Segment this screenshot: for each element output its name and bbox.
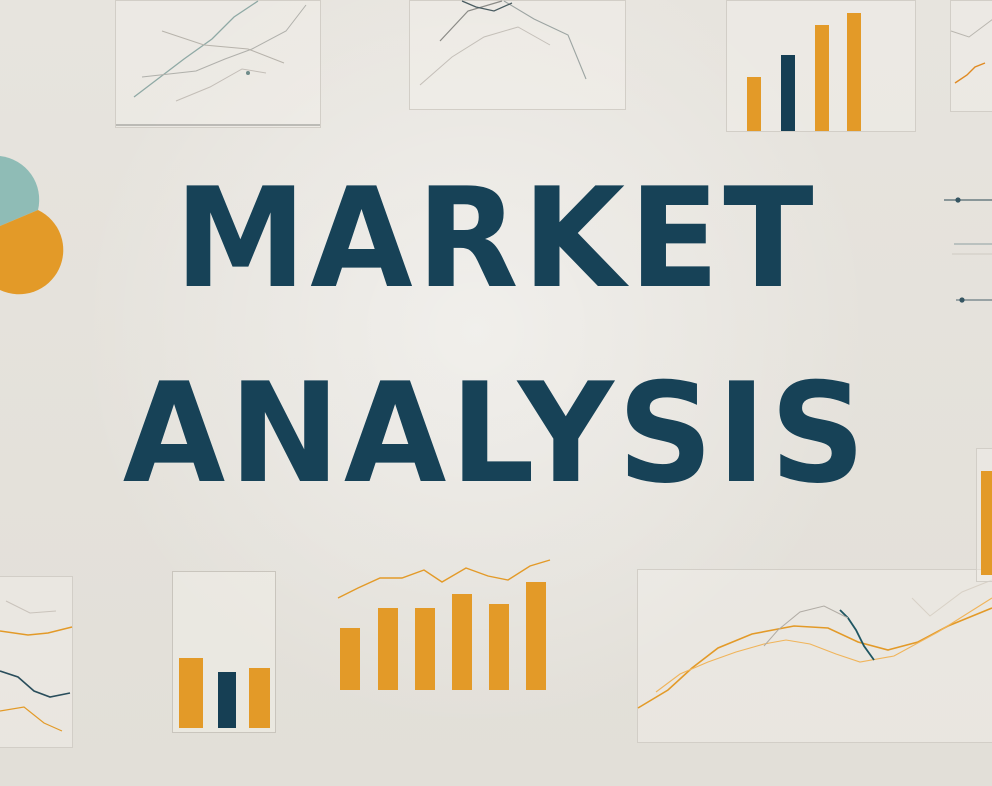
top-bar-3 bbox=[815, 25, 829, 131]
pie-slice-teal bbox=[0, 156, 40, 226]
bottom-center-bar-6 bbox=[526, 582, 546, 690]
bottom-left-bar-3 bbox=[249, 668, 270, 728]
pie-chart bbox=[0, 156, 64, 295]
top-bar-2 bbox=[781, 55, 795, 131]
top-bar-chart-panel bbox=[726, 0, 916, 132]
top-right-mini-panel bbox=[950, 0, 992, 112]
bottom-left-bar-panel bbox=[172, 571, 276, 733]
right-edge-bar bbox=[981, 471, 992, 575]
title-market: MARKET bbox=[174, 158, 818, 319]
bottom-left-lines bbox=[0, 600, 73, 732]
bottom-center-bar-3 bbox=[415, 608, 435, 690]
network-lines-top-middle bbox=[419, 0, 587, 86]
bottom-right-lines bbox=[637, 579, 992, 709]
top-right-mini-line bbox=[950, 19, 992, 84]
top-bar-1 bbox=[747, 77, 761, 131]
bottom-right-line-panel bbox=[637, 569, 992, 743]
network-lines-top-left bbox=[116, 0, 320, 126]
bottom-center-bar-5 bbox=[489, 604, 509, 690]
bottom-left-bar-2 bbox=[218, 672, 236, 728]
bottom-center-bar-1 bbox=[340, 628, 360, 690]
bottom-left-line-panel bbox=[0, 576, 73, 748]
bottom-left-bar-1 bbox=[179, 658, 203, 728]
pie-slice-orange bbox=[0, 210, 64, 295]
bottom-center-bar-chart bbox=[337, 559, 551, 690]
top-middle-chart-panel bbox=[409, 0, 626, 110]
right-edge-bar-panel bbox=[976, 448, 992, 582]
top-bar-4 bbox=[847, 13, 861, 131]
bottom-center-bar-2 bbox=[378, 608, 398, 690]
bottom-center-bar-4 bbox=[452, 594, 472, 690]
right-dial-lines bbox=[944, 197, 992, 303]
title-analysis: ANALYSIS bbox=[122, 353, 870, 514]
top-left-network-panel bbox=[115, 0, 321, 128]
